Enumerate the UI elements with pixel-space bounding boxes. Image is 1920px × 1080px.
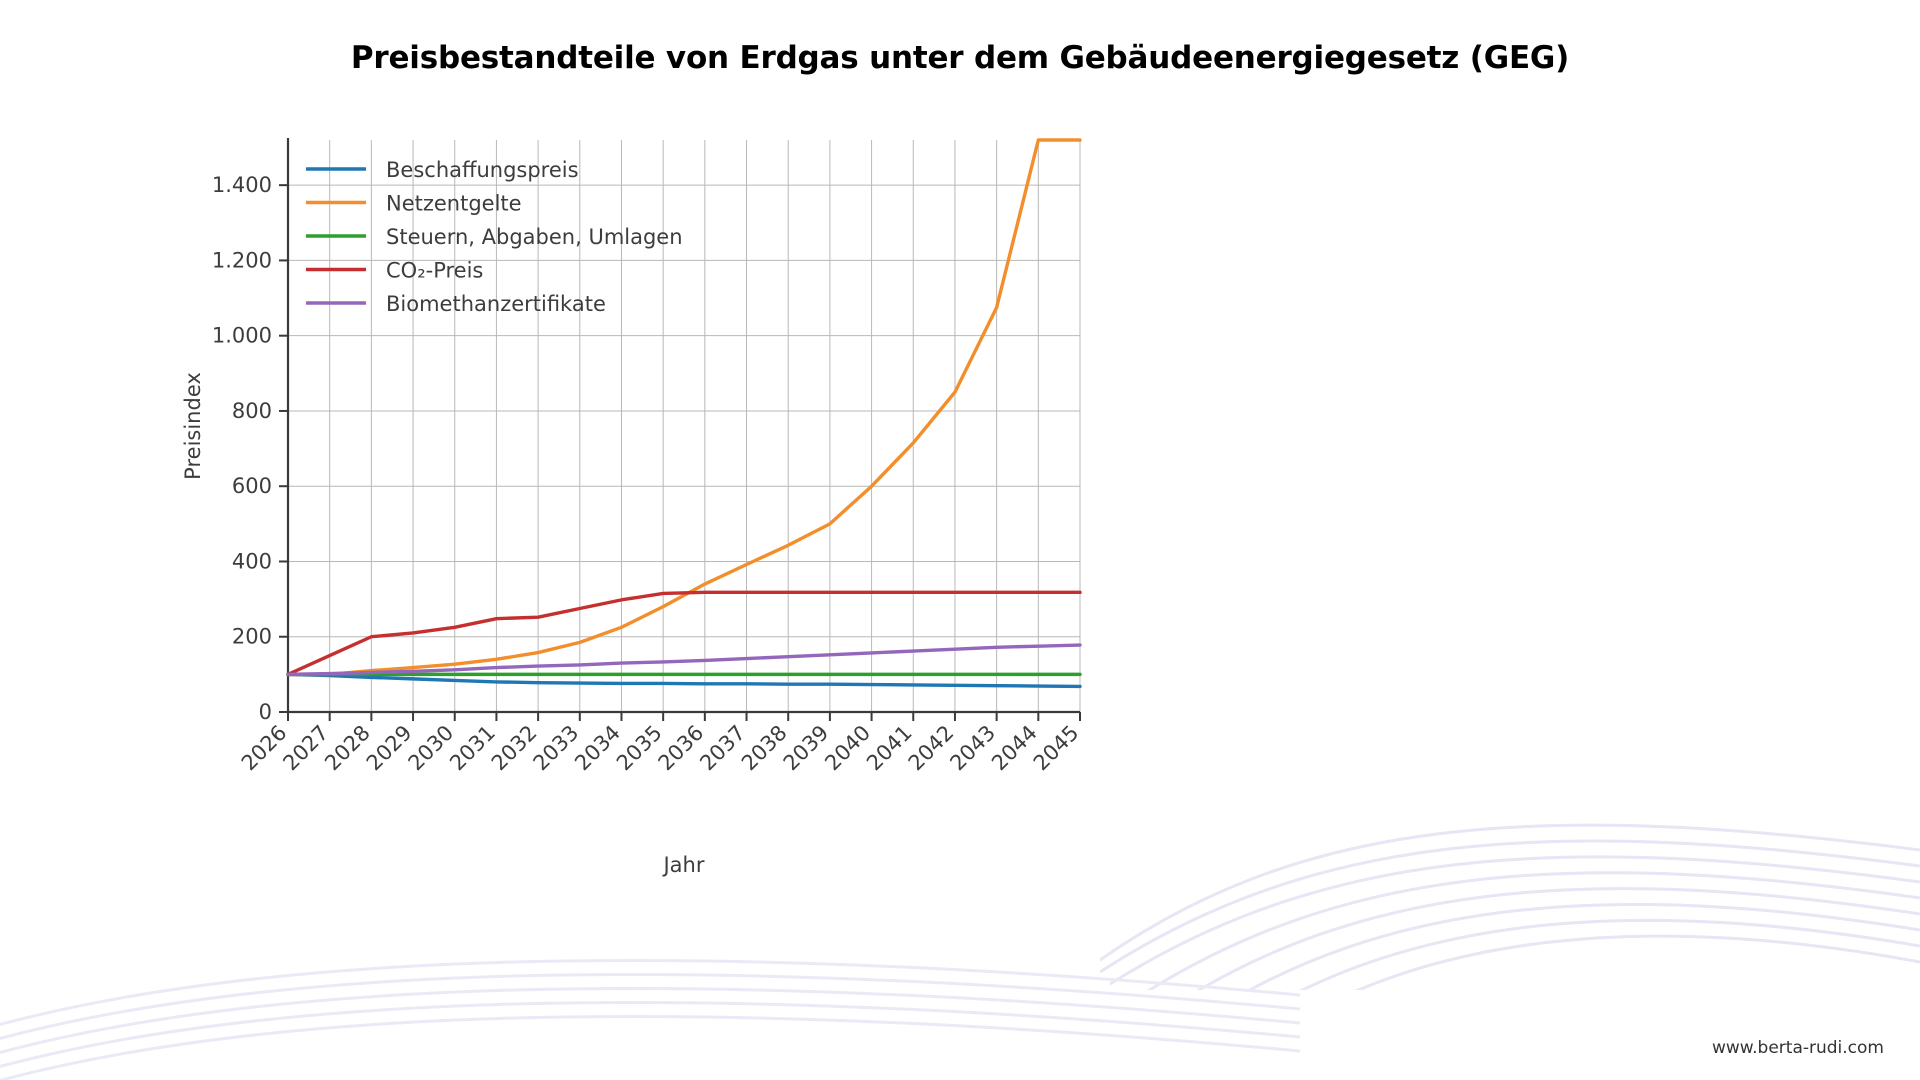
x-tick-label: 2035	[612, 721, 667, 776]
x-tick-label: 2043	[945, 721, 1000, 776]
series-line-beschaffungspreis	[286, 672, 1082, 689]
axes-group	[286, 138, 1080, 714]
x-tick-label: 2031	[445, 721, 500, 776]
series-line-biomethanzertifikate	[286, 643, 1082, 677]
x-tick-label: 2032	[487, 721, 542, 776]
x-tick-label: 2038	[737, 721, 792, 776]
legend-label-3: Steuern, Abgaben, Umlagen	[386, 225, 683, 249]
y-tick-label: 1.200	[212, 248, 272, 272]
x-tick-label: 2041	[862, 721, 917, 776]
y-tick-label: 200	[232, 625, 272, 649]
y-tick-label: 800	[232, 399, 272, 423]
x-tick-label: 2030	[404, 721, 459, 776]
series-line-netzentgelte	[286, 138, 1082, 677]
y-tick-label: 0	[259, 700, 272, 724]
x-tick-label: 2044	[987, 721, 1042, 776]
legend-label-5: Biomethanzertifikate	[386, 292, 606, 316]
x-tick-label: 2036	[654, 721, 709, 776]
page-title: Preisbestandteile von Erdgas unter dem G…	[350, 40, 1570, 76]
x-tick-label: 2029	[362, 721, 417, 776]
y-tick-label: 1.000	[212, 324, 272, 348]
watermark-url: www.berta-rudi.com	[1711, 1038, 1884, 1058]
series-group	[286, 138, 1082, 689]
series-line-co-preis	[286, 590, 1082, 677]
x-axis-title: Jahr	[661, 853, 704, 877]
x-tick-label: 2026	[237, 721, 292, 776]
x-tick-label: 2040	[820, 721, 875, 776]
y-tick-label: 400	[232, 549, 272, 573]
y-axis-title: Preisindex	[181, 372, 205, 480]
legend-label-2: Netzentgelte	[386, 192, 522, 216]
y-tick-label: 600	[232, 474, 272, 498]
x-tick-label: 2033	[529, 721, 584, 776]
x-tick-label: 2045	[1029, 721, 1084, 776]
y-tick-label: 1.400	[212, 173, 272, 197]
x-tick-label: 2034	[570, 721, 625, 776]
legend-label-4: CO₂-Preis	[386, 259, 483, 283]
x-tick-label: 2028	[320, 721, 375, 776]
y-axis-ticks: 0 200 400 600 800 1.000 1.200 1.400	[212, 173, 288, 724]
legend-label-1: Beschaffungspreis	[386, 158, 579, 182]
x-tick-label: 2039	[779, 721, 834, 776]
x-tick-label: 2037	[695, 721, 750, 776]
legend: Beschaffungspreis Netzentgelte Steuern, Ab…	[306, 158, 683, 316]
x-axis-ticks: 2026202720282029203020312032203320342035…	[237, 712, 1084, 775]
x-tick-label: 2042	[904, 721, 959, 776]
x-tick-label: 2027	[278, 721, 333, 776]
